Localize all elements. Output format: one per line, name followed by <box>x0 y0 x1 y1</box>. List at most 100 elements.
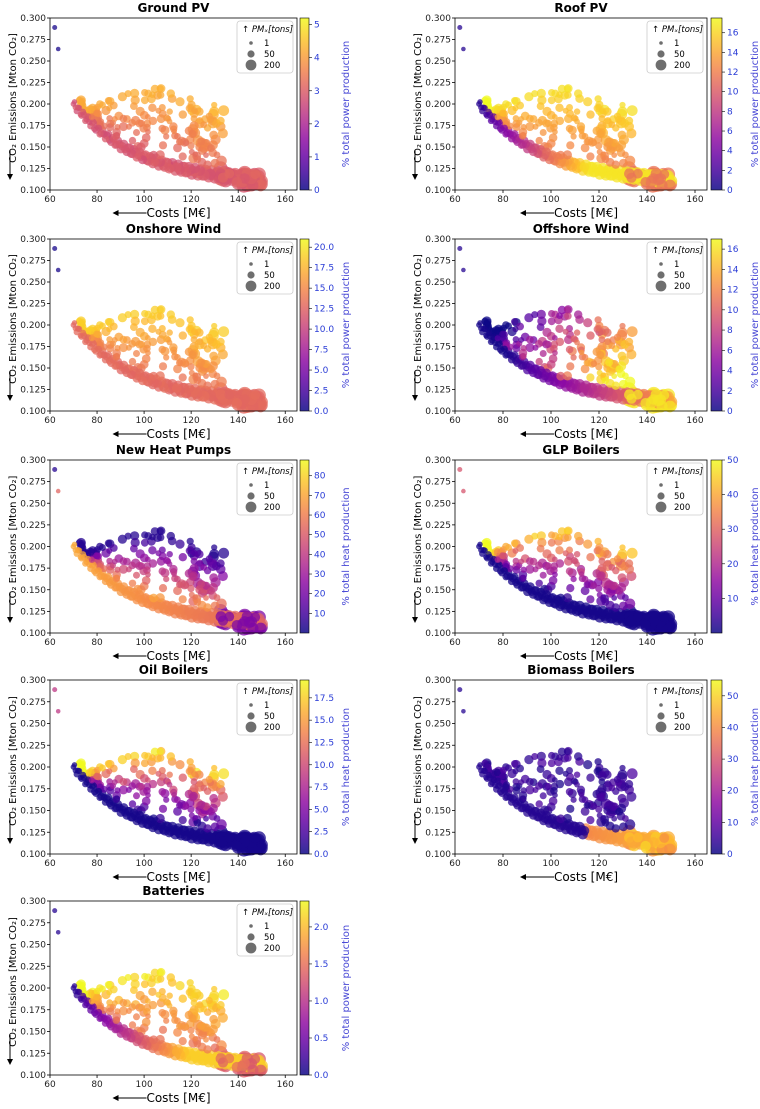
data-point <box>52 687 58 693</box>
x-tick-label: 100 <box>542 638 559 648</box>
data-point <box>581 575 589 583</box>
data-point <box>128 136 137 145</box>
data-point <box>595 585 603 593</box>
x-tick-label: 60 <box>449 859 461 869</box>
colorbar-tick-label: 10 <box>727 594 739 604</box>
data-point <box>166 118 173 125</box>
legend-size-label: 50 <box>674 712 685 722</box>
data-point <box>625 559 634 568</box>
data-point <box>648 173 659 184</box>
legend-title: ↑ PMₓ[tons] <box>652 246 703 256</box>
y-axis-label: CO₂ Emissions [Mton CO₂] <box>8 696 19 826</box>
x-arrow-head <box>112 1095 119 1101</box>
data-point <box>622 372 629 380</box>
data-point <box>250 169 261 180</box>
data-point <box>88 335 95 342</box>
data-point <box>130 537 140 548</box>
data-point <box>565 124 574 133</box>
data-point <box>573 108 581 115</box>
legend-size-label: 200 <box>674 503 690 513</box>
data-point <box>574 89 583 98</box>
chart-title: New Heat Pumps <box>116 443 231 457</box>
colorbar-label: % total power production <box>341 262 352 389</box>
colorbar <box>299 679 310 855</box>
data-point <box>182 1023 190 1031</box>
y-tick-label: 0.275 <box>20 478 46 488</box>
data-point <box>557 84 567 94</box>
data-point <box>52 908 58 914</box>
data-point <box>555 103 564 113</box>
data-point <box>531 311 539 319</box>
colorbar-label: % total power production <box>750 41 760 168</box>
data-point <box>622 815 629 822</box>
data-point <box>171 825 182 836</box>
data-point <box>536 544 545 553</box>
y-axis-label: CO₂ Emissions [Mton CO₂] <box>413 476 424 606</box>
data-point <box>527 145 536 154</box>
y-tick-label: 0.125 <box>20 165 46 175</box>
colorbar-tick-label: 1 <box>314 153 320 163</box>
data-point <box>141 531 149 539</box>
data-point <box>489 116 496 123</box>
data-point <box>200 1005 208 1013</box>
x-tick-label: 160 <box>686 416 703 426</box>
data-point <box>158 567 167 575</box>
data-point <box>552 129 558 135</box>
y-arrow-head <box>7 838 13 844</box>
data-point <box>106 778 113 785</box>
data-point <box>203 1036 209 1043</box>
y-tick-label: 0.225 <box>20 741 46 751</box>
colorbar-tick-label: 30 <box>314 570 326 580</box>
data-point <box>611 373 618 379</box>
data-point <box>483 320 490 327</box>
data-point <box>176 581 183 588</box>
data-point <box>175 318 185 328</box>
data-point <box>140 96 149 105</box>
colorbar-tick-label: 0 <box>314 186 320 196</box>
data-point <box>512 105 519 112</box>
y-tick-label: 0.125 <box>425 607 451 617</box>
data-point <box>121 145 130 154</box>
colorbar-tick-label: 5.0 <box>314 366 329 376</box>
data-point <box>605 137 613 146</box>
colorbar-tick-label: 4 <box>727 367 733 377</box>
data-point <box>566 804 575 813</box>
data-point <box>156 527 164 535</box>
data-point <box>611 160 620 169</box>
data-point <box>562 371 573 381</box>
data-point <box>555 324 564 333</box>
data-point <box>499 109 506 117</box>
data-point <box>137 782 145 791</box>
data-point <box>615 365 624 373</box>
data-point <box>615 807 624 816</box>
x-tick-label: 160 <box>686 195 703 205</box>
data-point <box>193 818 202 827</box>
data-point <box>158 141 168 150</box>
data-point <box>163 1017 170 1024</box>
data-point <box>598 336 606 343</box>
legend-size-label: 1 <box>264 39 269 49</box>
data-point <box>586 773 595 782</box>
data-point <box>531 753 539 760</box>
data-point <box>608 784 616 792</box>
data-point <box>224 832 235 843</box>
data-point <box>141 354 151 364</box>
y-arrow-head <box>412 617 418 623</box>
data-point <box>605 358 613 367</box>
data-point <box>598 778 606 786</box>
colorbar-tick-label: 7.5 <box>314 346 328 356</box>
data-point <box>526 335 534 344</box>
data-point <box>580 143 590 153</box>
data-point <box>133 350 140 357</box>
y-tick-label: 0.100 <box>20 629 46 639</box>
data-point <box>98 985 106 993</box>
data-point <box>83 1000 90 1007</box>
colorbar-tick-label: 10.0 <box>314 325 334 335</box>
data-point <box>104 318 113 326</box>
data-point <box>556 150 566 160</box>
colorbar-tick-label: 10 <box>314 609 326 619</box>
data-point <box>556 600 567 610</box>
data-point <box>555 766 564 775</box>
colorbar-tick-label: 0 <box>727 850 733 860</box>
data-point <box>512 336 520 343</box>
